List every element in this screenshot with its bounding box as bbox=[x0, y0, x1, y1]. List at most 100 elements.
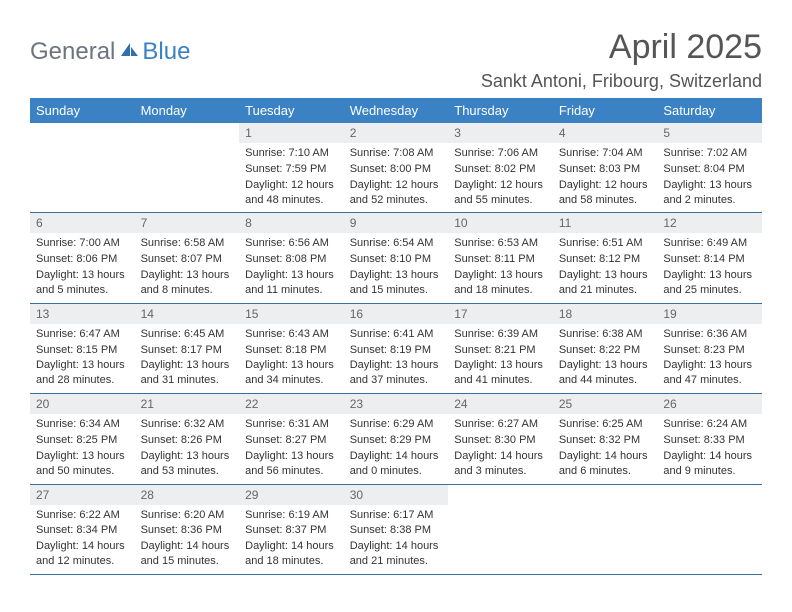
calendar-cell: 30Sunrise: 6:17 AMSunset: 8:38 PMDayligh… bbox=[344, 484, 449, 574]
calendar-cell: 23Sunrise: 6:29 AMSunset: 8:29 PMDayligh… bbox=[344, 394, 449, 484]
daylight-line: Daylight: 14 hours and 18 minutes. bbox=[245, 539, 338, 569]
sunset-line: Sunset: 8:17 PM bbox=[141, 343, 234, 358]
day-number: 12 bbox=[657, 213, 762, 233]
day-details: Sunrise: 6:45 AMSunset: 8:17 PMDaylight:… bbox=[135, 324, 240, 393]
sunset-line: Sunset: 8:29 PM bbox=[350, 433, 443, 448]
sunrise-line: Sunrise: 6:25 AM bbox=[559, 417, 652, 432]
daylight-line: Daylight: 13 hours and 47 minutes. bbox=[663, 358, 756, 388]
calendar-cell: 15Sunrise: 6:43 AMSunset: 8:18 PMDayligh… bbox=[239, 303, 344, 393]
calendar-cell: 22Sunrise: 6:31 AMSunset: 8:27 PMDayligh… bbox=[239, 394, 344, 484]
sunrise-line: Sunrise: 7:02 AM bbox=[663, 146, 756, 161]
calendar-table: SundayMondayTuesdayWednesdayThursdayFrid… bbox=[30, 98, 762, 575]
weekday-header: Tuesday bbox=[239, 98, 344, 123]
sunset-line: Sunset: 8:04 PM bbox=[663, 162, 756, 177]
sunrise-line: Sunrise: 7:06 AM bbox=[454, 146, 547, 161]
daylight-line: Daylight: 13 hours and 11 minutes. bbox=[245, 268, 338, 298]
sunset-line: Sunset: 8:21 PM bbox=[454, 343, 547, 358]
calendar-cell: 17Sunrise: 6:39 AMSunset: 8:21 PMDayligh… bbox=[448, 303, 553, 393]
sunset-line: Sunset: 8:07 PM bbox=[141, 252, 234, 267]
calendar-cell: 29Sunrise: 6:19 AMSunset: 8:37 PMDayligh… bbox=[239, 484, 344, 574]
calendar-cell: 14Sunrise: 6:45 AMSunset: 8:17 PMDayligh… bbox=[135, 303, 240, 393]
sunrise-line: Sunrise: 7:10 AM bbox=[245, 146, 338, 161]
day-number: 15 bbox=[239, 304, 344, 324]
day-details: Sunrise: 6:25 AMSunset: 8:32 PMDaylight:… bbox=[553, 414, 658, 483]
daylight-line: Daylight: 14 hours and 6 minutes. bbox=[559, 449, 652, 479]
calendar-cell: 19Sunrise: 6:36 AMSunset: 8:23 PMDayligh… bbox=[657, 303, 762, 393]
day-details: Sunrise: 6:19 AMSunset: 8:37 PMDaylight:… bbox=[239, 505, 344, 574]
sunset-line: Sunset: 8:02 PM bbox=[454, 162, 547, 177]
sunset-line: Sunset: 8:26 PM bbox=[141, 433, 234, 448]
day-details: Sunrise: 6:56 AMSunset: 8:08 PMDaylight:… bbox=[239, 233, 344, 302]
day-details: Sunrise: 6:43 AMSunset: 8:18 PMDaylight:… bbox=[239, 324, 344, 393]
calendar-row: 27Sunrise: 6:22 AMSunset: 8:34 PMDayligh… bbox=[30, 484, 762, 574]
daylight-line: Daylight: 13 hours and 15 minutes. bbox=[350, 268, 443, 298]
day-details: Sunrise: 7:00 AMSunset: 8:06 PMDaylight:… bbox=[30, 233, 135, 302]
calendar-cell: 10Sunrise: 6:53 AMSunset: 8:11 PMDayligh… bbox=[448, 213, 553, 303]
logo-text-general: General bbox=[30, 38, 115, 66]
calendar-cell: 3Sunrise: 7:06 AMSunset: 8:02 PMDaylight… bbox=[448, 123, 553, 213]
calendar-body: 1Sunrise: 7:10 AMSunset: 7:59 PMDaylight… bbox=[30, 123, 762, 574]
day-details: Sunrise: 6:51 AMSunset: 8:12 PMDaylight:… bbox=[553, 233, 658, 302]
sunset-line: Sunset: 8:06 PM bbox=[36, 252, 129, 267]
daylight-line: Daylight: 13 hours and 37 minutes. bbox=[350, 358, 443, 388]
calendar-cell: 12Sunrise: 6:49 AMSunset: 8:14 PMDayligh… bbox=[657, 213, 762, 303]
daylight-line: Daylight: 14 hours and 15 minutes. bbox=[141, 539, 234, 569]
day-number: 29 bbox=[239, 485, 344, 505]
daylight-line: Daylight: 12 hours and 52 minutes. bbox=[350, 178, 443, 208]
calendar-cell: 27Sunrise: 6:22 AMSunset: 8:34 PMDayligh… bbox=[30, 484, 135, 574]
logo: General Blue bbox=[30, 38, 190, 66]
sunset-line: Sunset: 8:23 PM bbox=[663, 343, 756, 358]
day-details: Sunrise: 6:38 AMSunset: 8:22 PMDaylight:… bbox=[553, 324, 658, 393]
sunset-line: Sunset: 8:19 PM bbox=[350, 343, 443, 358]
sunset-line: Sunset: 8:25 PM bbox=[36, 433, 129, 448]
calendar-cell bbox=[553, 484, 658, 574]
day-details: Sunrise: 6:54 AMSunset: 8:10 PMDaylight:… bbox=[344, 233, 449, 302]
day-number: 30 bbox=[344, 485, 449, 505]
daylight-line: Daylight: 14 hours and 21 minutes. bbox=[350, 539, 443, 569]
day-details: Sunrise: 6:22 AMSunset: 8:34 PMDaylight:… bbox=[30, 505, 135, 574]
sunrise-line: Sunrise: 6:24 AM bbox=[663, 417, 756, 432]
day-details: Sunrise: 6:39 AMSunset: 8:21 PMDaylight:… bbox=[448, 324, 553, 393]
day-number: 13 bbox=[30, 304, 135, 324]
daylight-line: Daylight: 14 hours and 3 minutes. bbox=[454, 449, 547, 479]
day-number: 8 bbox=[239, 213, 344, 233]
sunrise-line: Sunrise: 6:49 AM bbox=[663, 236, 756, 251]
sunrise-line: Sunrise: 6:20 AM bbox=[141, 508, 234, 523]
calendar-row: 13Sunrise: 6:47 AMSunset: 8:15 PMDayligh… bbox=[30, 303, 762, 393]
daylight-line: Daylight: 13 hours and 53 minutes. bbox=[141, 449, 234, 479]
sunrise-line: Sunrise: 7:08 AM bbox=[350, 146, 443, 161]
daylight-line: Daylight: 13 hours and 31 minutes. bbox=[141, 358, 234, 388]
calendar-cell bbox=[135, 123, 240, 213]
calendar-cell: 18Sunrise: 6:38 AMSunset: 8:22 PMDayligh… bbox=[553, 303, 658, 393]
location-subtitle: Sankt Antoni, Fribourg, Switzerland bbox=[481, 71, 762, 92]
sunrise-line: Sunrise: 6:54 AM bbox=[350, 236, 443, 251]
sunrise-line: Sunrise: 6:36 AM bbox=[663, 327, 756, 342]
day-number: 26 bbox=[657, 394, 762, 414]
sunrise-line: Sunrise: 6:22 AM bbox=[36, 508, 129, 523]
day-number: 24 bbox=[448, 394, 553, 414]
calendar-cell: 8Sunrise: 6:56 AMSunset: 8:08 PMDaylight… bbox=[239, 213, 344, 303]
sunset-line: Sunset: 8:12 PM bbox=[559, 252, 652, 267]
sunset-line: Sunset: 8:34 PM bbox=[36, 523, 129, 538]
sunrise-line: Sunrise: 6:56 AM bbox=[245, 236, 338, 251]
calendar-cell bbox=[657, 484, 762, 574]
daylight-line: Daylight: 13 hours and 56 minutes. bbox=[245, 449, 338, 479]
calendar-cell: 9Sunrise: 6:54 AMSunset: 8:10 PMDaylight… bbox=[344, 213, 449, 303]
day-number: 9 bbox=[344, 213, 449, 233]
daylight-line: Daylight: 13 hours and 50 minutes. bbox=[36, 449, 129, 479]
sunrise-line: Sunrise: 6:47 AM bbox=[36, 327, 129, 342]
day-number: 2 bbox=[344, 123, 449, 143]
sunset-line: Sunset: 8:18 PM bbox=[245, 343, 338, 358]
calendar-cell: 16Sunrise: 6:41 AMSunset: 8:19 PMDayligh… bbox=[344, 303, 449, 393]
title-block: April 2025 Sankt Antoni, Fribourg, Switz… bbox=[481, 28, 762, 92]
sunrise-line: Sunrise: 6:27 AM bbox=[454, 417, 547, 432]
calendar-cell: 6Sunrise: 7:00 AMSunset: 8:06 PMDaylight… bbox=[30, 213, 135, 303]
calendar-cell: 11Sunrise: 6:51 AMSunset: 8:12 PMDayligh… bbox=[553, 213, 658, 303]
sunrise-line: Sunrise: 6:39 AM bbox=[454, 327, 547, 342]
calendar-header-row: SundayMondayTuesdayWednesdayThursdayFrid… bbox=[30, 98, 762, 123]
day-details: Sunrise: 7:06 AMSunset: 8:02 PMDaylight:… bbox=[448, 143, 553, 212]
sunset-line: Sunset: 7:59 PM bbox=[245, 162, 338, 177]
weekday-header: Monday bbox=[135, 98, 240, 123]
day-details: Sunrise: 7:02 AMSunset: 8:04 PMDaylight:… bbox=[657, 143, 762, 212]
day-number: 7 bbox=[135, 213, 240, 233]
